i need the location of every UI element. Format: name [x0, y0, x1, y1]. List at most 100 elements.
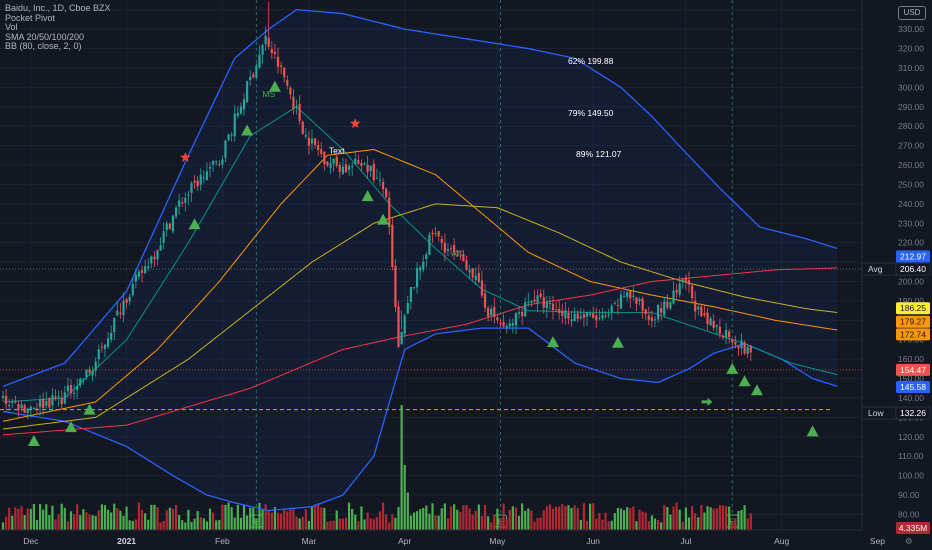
- volume-bar: [385, 514, 388, 530]
- volume-bar: [140, 509, 144, 530]
- volume-bar: [613, 513, 616, 530]
- candle-body: [273, 52, 277, 54]
- candle-body: [208, 167, 212, 169]
- candle-body: [42, 398, 45, 408]
- candle-body: [508, 323, 511, 327]
- volume-bar: [72, 514, 76, 530]
- volume-bar: [415, 511, 419, 530]
- candle-body: [394, 265, 397, 308]
- candle-body: [728, 331, 731, 338]
- volume-bar: [712, 508, 715, 530]
- candle-body: [369, 166, 372, 172]
- candle-body: [592, 313, 595, 318]
- candle-body: [425, 254, 428, 259]
- candle-body: [502, 321, 505, 327]
- volume-bar: [585, 520, 589, 530]
- volume-bar: [38, 504, 42, 530]
- pivot-triangle: [547, 336, 560, 348]
- candle-body: [249, 76, 252, 81]
- volume-bar: [579, 519, 582, 530]
- volume-bar: [212, 512, 215, 530]
- volume-bar: [434, 515, 437, 530]
- currency-button[interactable]: USD: [898, 6, 926, 20]
- volume-bar: [29, 508, 32, 530]
- volume-bar: [159, 522, 162, 530]
- candle-body: [193, 180, 196, 183]
- candle-body: [63, 392, 66, 404]
- candle-body: [468, 270, 471, 273]
- volume-bar: [508, 509, 511, 530]
- candle-body: [338, 164, 341, 172]
- volume-bar: [94, 515, 97, 530]
- badge-box: [896, 250, 930, 263]
- volume-bar: [663, 505, 666, 530]
- chart-text-label: AC: [451, 248, 463, 258]
- price-tick-label: 290.00: [898, 102, 924, 112]
- volume-bar: [678, 509, 681, 530]
- volume-bar: [147, 519, 150, 530]
- volume-bar: [205, 521, 209, 530]
- time-label: Aug: [774, 536, 789, 546]
- volume-bar: [607, 521, 610, 530]
- candle-body: [493, 307, 496, 318]
- candle-body: [644, 309, 647, 315]
- pivot-triangle: [64, 421, 77, 433]
- badge-value: 145.58: [900, 382, 926, 392]
- candle-body: [295, 106, 298, 108]
- volume-bar: [505, 518, 508, 530]
- volume-bar: [283, 509, 286, 530]
- candle-body: [187, 194, 190, 196]
- volume-bar: [490, 522, 493, 530]
- volume-bar: [20, 506, 23, 530]
- volume-bar: [561, 504, 564, 530]
- price-tick-label: 300.00: [898, 82, 924, 92]
- price-badge: Low 132.26: [861, 406, 931, 420]
- price-badge: Avg 206.40: [861, 262, 931, 276]
- candle-body: [82, 378, 85, 380]
- candle-body: [48, 398, 51, 408]
- candle-body: [304, 134, 307, 137]
- candle-body: [72, 392, 76, 394]
- volume-bar: [224, 504, 227, 530]
- candle-body: [514, 313, 518, 326]
- volume-bar: [165, 510, 168, 530]
- candle-body: [131, 283, 134, 296]
- candle-body: [264, 35, 267, 45]
- volume-bar: [307, 520, 311, 530]
- candle-body: [576, 313, 579, 319]
- badge-box: [895, 406, 931, 420]
- candle-body: [462, 254, 465, 262]
- volume-bar: [397, 506, 400, 530]
- candle-body: [483, 293, 487, 308]
- candle-body: [320, 149, 323, 154]
- volume-bar: [110, 512, 113, 530]
- volume-bar: [187, 509, 190, 530]
- candle-body: [743, 342, 746, 354]
- badge-box: [896, 363, 930, 376]
- candle-body: [326, 161, 329, 166]
- volume-bar: [292, 507, 295, 530]
- candle-body: [113, 317, 116, 333]
- price-badge: 145.58: [896, 381, 930, 394]
- candle-body: [474, 275, 477, 280]
- volume-bar: [487, 516, 490, 530]
- volume-bar: [313, 504, 317, 530]
- volume-bar: [341, 518, 344, 530]
- volume-bar: [425, 505, 428, 530]
- candle-body: [190, 183, 193, 193]
- volume-bar: [629, 508, 632, 530]
- volume-bar: [690, 506, 694, 530]
- volume-bar: [700, 505, 703, 530]
- candle-body: [690, 285, 694, 299]
- volume-bar: [616, 507, 620, 530]
- candle-body: [215, 161, 218, 163]
- candle-body: [184, 197, 187, 203]
- volume-bar: [227, 502, 230, 530]
- candle-body: [737, 346, 740, 349]
- volume-bar: [4, 516, 8, 530]
- volume-bar: [536, 518, 539, 530]
- volume-bar: [496, 508, 499, 530]
- candle-body: [97, 349, 100, 360]
- volume-bar: [35, 520, 39, 530]
